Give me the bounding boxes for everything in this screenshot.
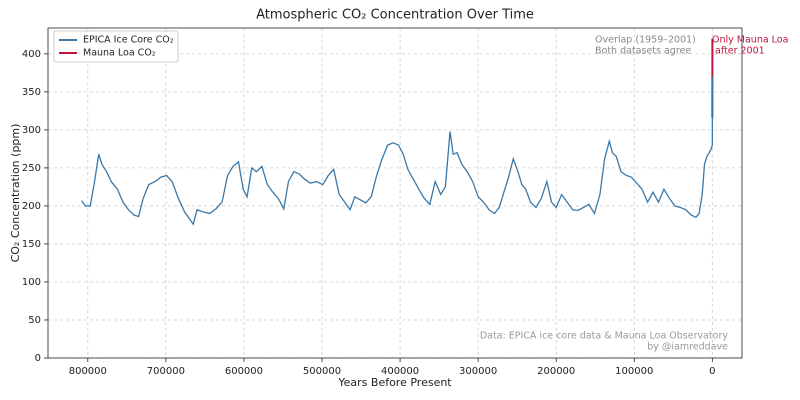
y-tick-label: 350 [22,87,41,98]
x-tick-label: 600000 [225,366,263,377]
y-tick-label: 150 [22,239,41,250]
y-tick-label: 300 [22,125,41,136]
legend-label: EPICA Ice Core CO₂ [83,35,174,46]
y-tick-label: 250 [22,163,41,174]
chart-title: Atmospheric CO₂ Concentration Over Time [256,8,534,23]
annotation: Overlap (1959–2001) [595,35,696,46]
x-tick-label: 800000 [69,366,107,377]
annotation: Data: EPICA ice core data & Mauna Loa Ob… [480,331,729,342]
x-axis-label: Years Before Present [337,376,452,389]
legend-box [53,30,179,63]
annotation: Only Mauna Loa [712,35,788,46]
y-tick-label: 100 [22,277,41,288]
y-tick-label: 50 [28,315,41,326]
y-tick-label: 0 [35,353,41,364]
y-tick-label: 400 [22,49,41,60]
x-tick-label: 500000 [303,366,341,377]
x-tick-label: 400000 [381,366,419,377]
x-tick-label: 700000 [147,366,185,377]
annotation: after 2001 [712,46,765,57]
annotation: by @iamreddave [647,342,728,353]
legend: EPICA Ice Core CO₂ Mauna Loa CO₂ [53,30,179,63]
y-axis-label: CO₂ Concentration (ppm) [9,124,22,263]
x-tick-label: 0 [709,366,715,377]
x-tick-label: 200000 [537,366,575,377]
plot-frame [47,27,743,359]
x-tick-label: 300000 [459,366,497,377]
annotation: Both datasets agree [595,46,691,57]
y-tick-label: 200 [22,201,41,212]
data-line [81,76,714,226]
x-tick-label: 100000 [615,366,653,377]
legend-label: Mauna Loa CO₂ [83,48,156,59]
